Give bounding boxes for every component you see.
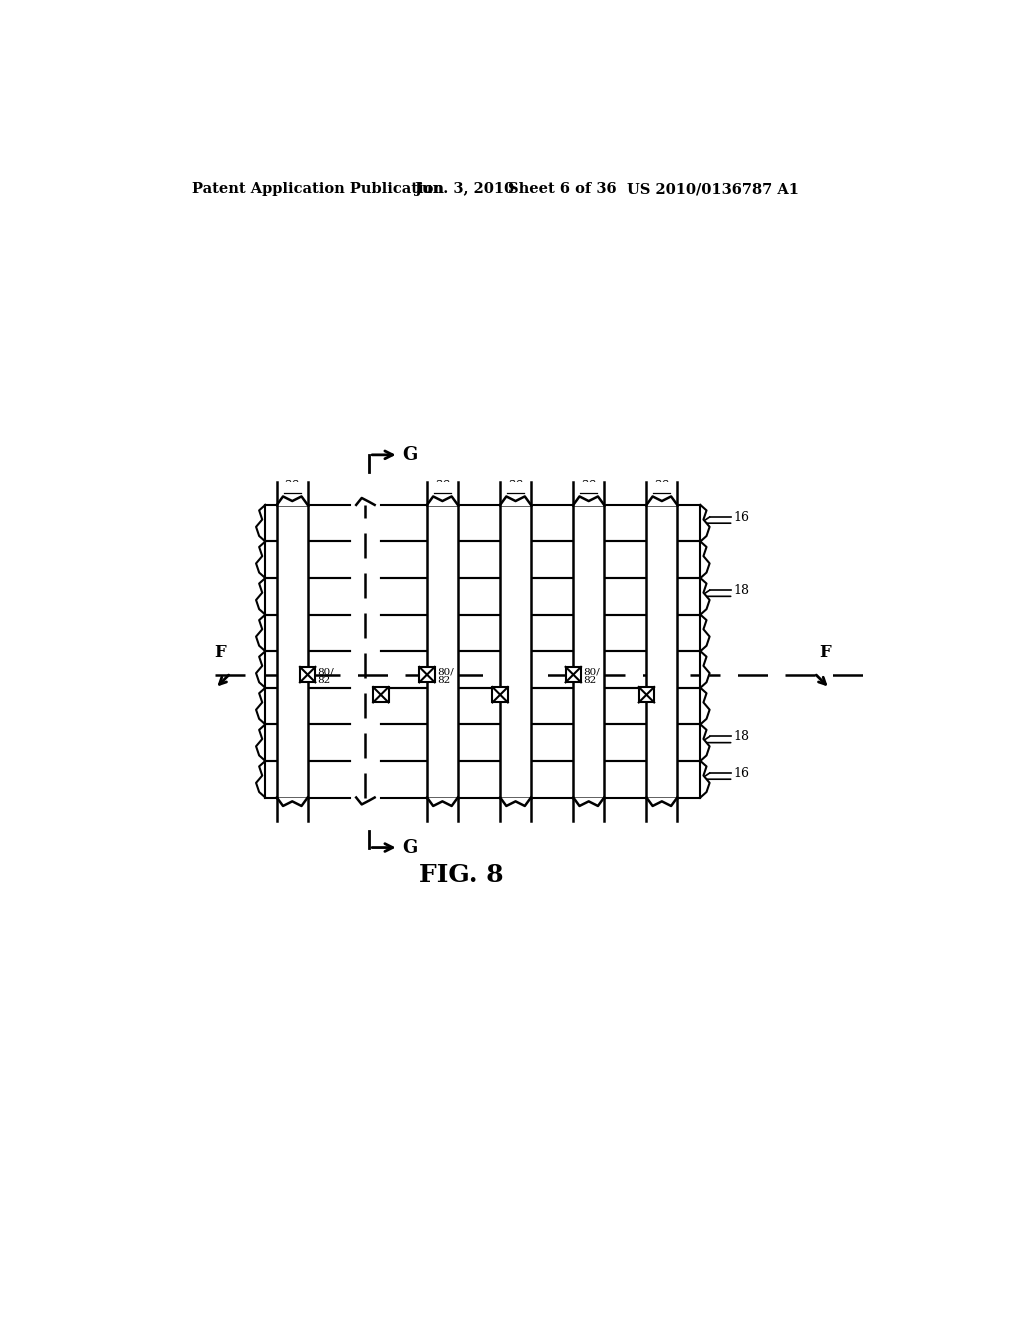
Bar [565, 667, 581, 682]
Bar [373, 686, 388, 702]
Polygon shape [700, 760, 710, 797]
Polygon shape [256, 615, 265, 651]
Polygon shape [256, 578, 265, 615]
Text: US 2010/0136787 A1: US 2010/0136787 A1 [628, 182, 799, 197]
Text: 38: 38 [508, 480, 523, 494]
Text: 18: 18 [733, 583, 750, 597]
Text: 16: 16 [733, 511, 750, 524]
Polygon shape [500, 797, 531, 821]
Text: F: F [819, 644, 830, 661]
Text: 80/: 80/ [317, 667, 335, 676]
Polygon shape [700, 651, 710, 688]
Bar [427, 506, 458, 797]
Text: 82: 82 [584, 676, 597, 685]
Bar [573, 506, 604, 797]
Polygon shape [700, 506, 710, 541]
Polygon shape [646, 797, 677, 821]
Polygon shape [700, 725, 710, 760]
Polygon shape [573, 797, 604, 821]
Bar [639, 686, 654, 702]
Polygon shape [646, 482, 677, 506]
Polygon shape [256, 725, 265, 760]
Polygon shape [276, 482, 307, 506]
Polygon shape [427, 797, 458, 821]
Text: 82: 82 [317, 676, 331, 685]
Polygon shape [256, 506, 265, 541]
Text: 80/: 80/ [437, 667, 454, 676]
Text: 38: 38 [434, 480, 451, 494]
Bar [500, 506, 531, 797]
Bar [646, 506, 677, 797]
Bar [300, 667, 315, 682]
Text: 38: 38 [285, 480, 300, 494]
Polygon shape [427, 482, 458, 506]
Bar [419, 667, 435, 682]
Text: 18: 18 [733, 730, 750, 743]
Polygon shape [700, 578, 710, 615]
Bar [493, 686, 508, 702]
Text: 16: 16 [733, 767, 750, 780]
Polygon shape [573, 482, 604, 506]
Polygon shape [700, 615, 710, 651]
Polygon shape [256, 651, 265, 688]
Polygon shape [276, 797, 307, 821]
Text: G: G [402, 446, 418, 463]
Text: Jun. 3, 2010: Jun. 3, 2010 [416, 182, 515, 197]
Polygon shape [700, 688, 710, 725]
Text: 82: 82 [437, 676, 451, 685]
Polygon shape [256, 760, 265, 797]
Text: Patent Application Publication: Patent Application Publication [193, 182, 444, 197]
Text: F: F [214, 644, 225, 661]
Bar [276, 506, 307, 797]
Polygon shape [700, 541, 710, 578]
Text: G: G [402, 838, 418, 857]
Text: 38: 38 [654, 480, 670, 494]
Polygon shape [500, 482, 531, 506]
Text: Sheet 6 of 36: Sheet 6 of 36 [508, 182, 616, 197]
Text: 80/: 80/ [584, 667, 600, 676]
Polygon shape [256, 688, 265, 725]
Text: 38: 38 [581, 480, 597, 494]
Text: FIG. 8: FIG. 8 [420, 862, 504, 887]
Polygon shape [256, 541, 265, 578]
